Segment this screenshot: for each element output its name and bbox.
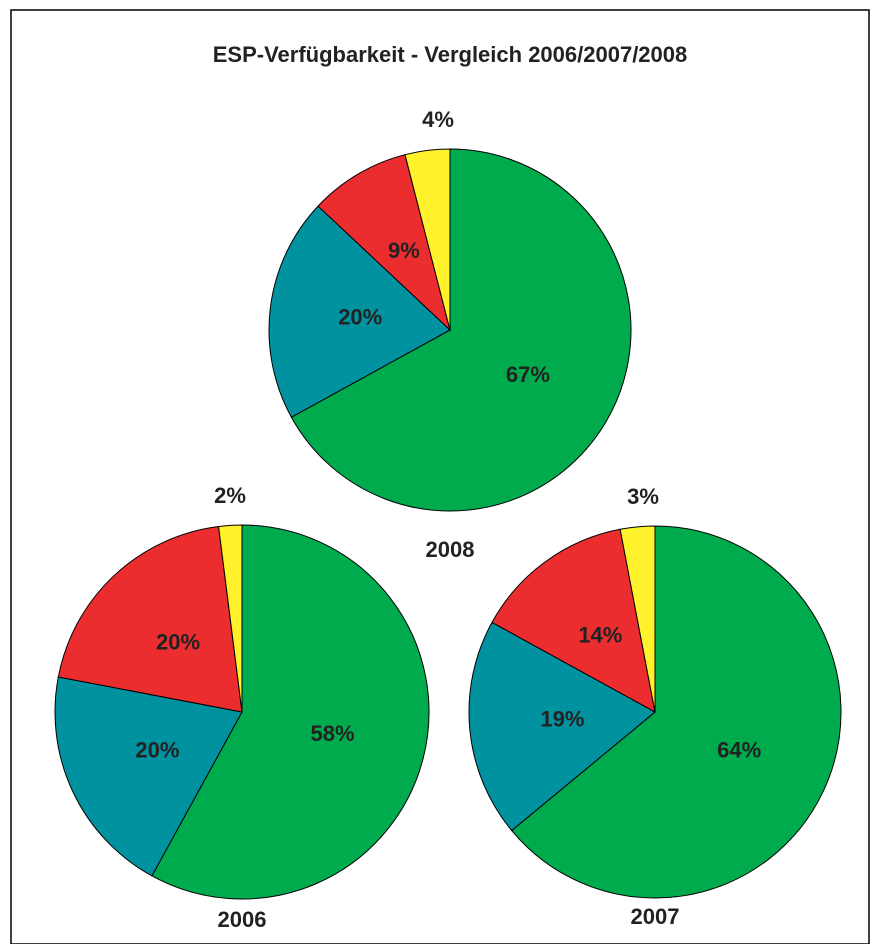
- pie-slice: [57, 525, 243, 713]
- data-label: 4%: [422, 107, 454, 132]
- pie-slice: [404, 148, 451, 331]
- pie-label: 2006: [218, 907, 267, 932]
- data-label: 14%: [578, 623, 622, 648]
- data-label: 19%: [540, 707, 584, 732]
- pie-slice: [54, 676, 243, 877]
- pie-slice: [510, 525, 842, 899]
- pie-slice: [151, 524, 430, 900]
- pie-slice: [218, 524, 243, 713]
- data-label: 20%: [135, 738, 179, 763]
- data-label: 9%: [388, 238, 420, 263]
- pie-slice: [268, 205, 451, 418]
- pie-label: 2007: [631, 904, 680, 929]
- pie-slice: [491, 528, 656, 713]
- pie-label: 2008: [426, 537, 475, 562]
- data-label: 20%: [156, 630, 200, 655]
- chart-title: ESP-Verfügbarkeit - Vergleich 2006/2007/…: [213, 42, 688, 67]
- pie-slice: [290, 148, 632, 512]
- pie-slice: [619, 525, 656, 713]
- pie-slice: [317, 154, 451, 332]
- data-label: 64%: [717, 737, 761, 762]
- pie-slice: [468, 621, 656, 832]
- data-label: 58%: [311, 721, 355, 746]
- data-label: 67%: [506, 362, 550, 387]
- data-label: 2%: [214, 483, 246, 508]
- data-label: 20%: [338, 304, 382, 329]
- data-label: 3%: [627, 484, 659, 509]
